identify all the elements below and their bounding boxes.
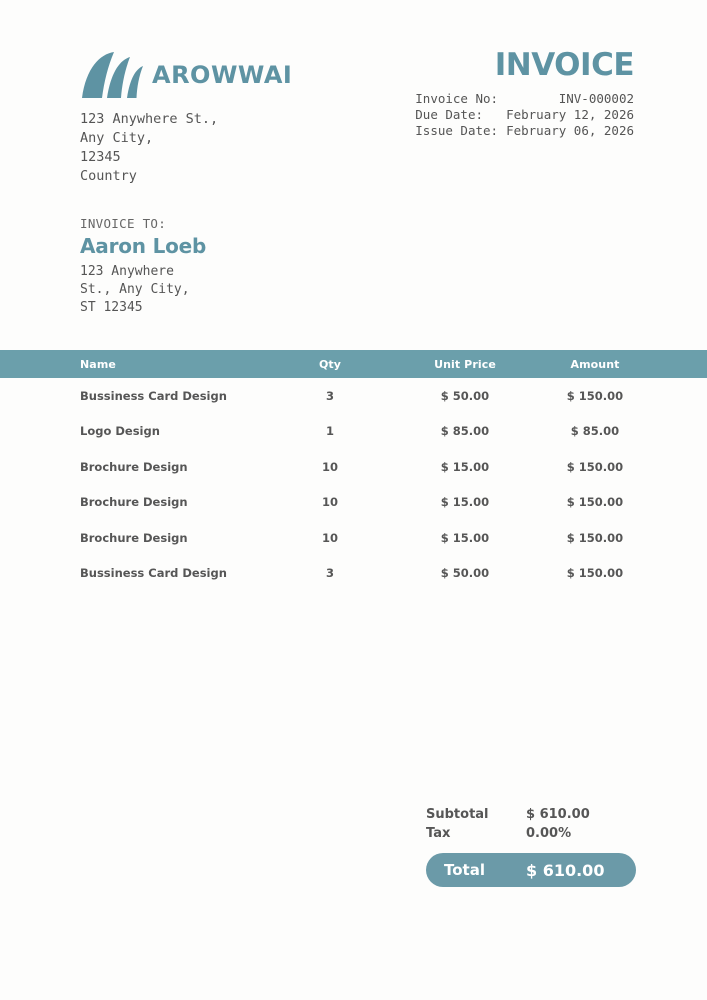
subtotal-label: Subtotal <box>426 807 489 822</box>
item-unit-price: $ 85.00 <box>440 424 490 439</box>
items-table: Name Qty Unit Price Amount Bussiness Car… <box>0 350 707 591</box>
invoice-meta-row: Invoice No: INV-000002 <box>415 91 634 107</box>
item-amount: $ 150.00 <box>566 566 624 581</box>
column-header-qty: Qty <box>318 357 342 371</box>
invoice-meta-row: Issue Date: February 06, 2026 <box>415 123 634 139</box>
item-qty: 10 <box>321 530 338 545</box>
total-pill: Total $ 610.00 <box>426 853 636 887</box>
item-qty: 10 <box>321 495 338 510</box>
column-header-unit-price: Unit Price <box>434 357 496 371</box>
invoice-meta: INVOICE Invoice No: INV-000002 Due Date: Fe… <box>415 48 634 139</box>
table-row: Logo Design 1 $ 85.00 $ 85.00 <box>0 414 707 450</box>
item-name: Brochure Design <box>80 459 188 474</box>
tax-value: 0.00% <box>526 826 572 841</box>
table-row: Bussiness Card Design 3 $ 50.00 $ 150.00 <box>0 556 707 592</box>
tax-label: Tax <box>426 826 451 841</box>
items-table-header: Name Qty Unit Price Amount <box>0 350 707 378</box>
column-header-name: Name <box>80 357 116 371</box>
item-qty: 1 <box>325 424 334 439</box>
invoice-meta-value: February 06, 2026 <box>506 123 634 138</box>
bill-to-block: INVOICE TO: Aaron Loeb 123 Anywhere St.,… <box>80 216 206 317</box>
item-name: Brochure Design <box>80 530 188 545</box>
item-amount: $ 150.00 <box>566 388 624 403</box>
item-name: Logo Design <box>80 424 160 439</box>
subtotal-value: $ 610.00 <box>526 807 590 822</box>
tax-line: Tax 0.00% <box>426 824 636 843</box>
invoice-meta-label: Issue Date: <box>415 123 499 138</box>
item-qty: 3 <box>325 566 334 581</box>
item-amount: $ 150.00 <box>566 459 624 474</box>
item-unit-price: $ 15.00 <box>440 459 490 474</box>
brand-wordmark: AROWWAI <box>152 61 293 89</box>
item-unit-price: $ 15.00 <box>440 495 490 510</box>
table-row: Brochure Design 10 $ 15.00 $ 150.00 <box>0 449 707 485</box>
invoice-meta-table: Invoice No: INV-000002 Due Date: February 1… <box>415 91 634 139</box>
item-amount: $ 150.00 <box>566 495 624 510</box>
table-row: Brochure Design 10 $ 15.00 $ 150.00 <box>0 520 707 556</box>
item-unit-price: $ 50.00 <box>440 388 490 403</box>
item-name: Bussiness Card Design <box>80 566 227 581</box>
sender-address: 123 Anywhere St., Any City, 12345 Countr… <box>80 111 219 184</box>
totals-block: Subtotal $ 610.00 Tax 0.00% Total $ 610.… <box>426 805 636 887</box>
bill-to-label: INVOICE TO: <box>80 216 167 231</box>
item-qty: 10 <box>321 459 338 474</box>
bill-to-name: Aaron Loeb <box>80 234 207 258</box>
total-value: $ 610.00 <box>526 860 605 880</box>
table-row: Brochure Design 10 $ 15.00 $ 150.00 <box>0 485 707 521</box>
table-row: Bussiness Card Design 3 $ 50.00 $ 150.00 <box>0 378 707 414</box>
invoice-meta-body: Invoice No: INV-000002 Due Date: February 1… <box>415 91 634 139</box>
item-unit-price: $ 15.00 <box>440 530 490 545</box>
invoice-meta-value: INV-000002 <box>558 91 634 106</box>
invoice-meta-value: February 12, 2026 <box>506 107 634 122</box>
item-amount: $ 85.00 <box>570 424 620 439</box>
invoice-meta-label: Invoice No: <box>415 91 499 106</box>
logo-row: AROWWAI <box>80 48 292 102</box>
bill-to-address: 123 Anywhere St., Any City, ST 12345 <box>80 264 190 315</box>
items-table-body: Bussiness Card Design 3 $ 50.00 $ 150.00 Log… <box>0 378 707 591</box>
column-header-amount: Amount <box>570 357 620 371</box>
item-name: Brochure Design <box>80 495 188 510</box>
item-name: Bussiness Card Design <box>80 388 227 403</box>
item-unit-price: $ 50.00 <box>440 566 490 581</box>
invoice-meta-row: Due Date: February 12, 2026 <box>415 107 634 123</box>
invoice-title: INVOICE <box>494 47 635 83</box>
subtotal-line: Subtotal $ 610.00 <box>426 805 636 824</box>
item-qty: 3 <box>325 388 334 403</box>
three-sails-logo-icon <box>82 52 143 98</box>
item-amount: $ 150.00 <box>566 530 624 545</box>
invoice-meta-label: Due Date: <box>415 107 483 122</box>
invoice-header: AROWWAI 123 Anywhere St., Any City, 1234… <box>0 48 707 198</box>
brand-block: AROWWAI 123 Anywhere St., Any City, 1234… <box>80 48 292 186</box>
total-label: Total <box>444 861 485 879</box>
